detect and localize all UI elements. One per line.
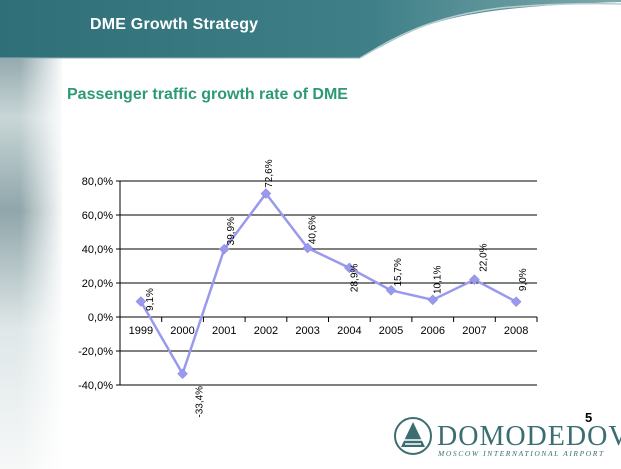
axes xyxy=(116,180,538,386)
data-label: 72,6% xyxy=(264,159,275,187)
x-tick-label: 2000 xyxy=(170,325,194,337)
data-labels: 9,1% -33,4% 39,9% 72,6% 40,6% 28,9% 15,7% 10,1%… xyxy=(145,159,529,417)
x-tick-label: 2003 xyxy=(295,325,319,337)
data-label: 28,9% xyxy=(349,264,360,292)
data-point xyxy=(260,188,272,199)
y-axis-ticks: 80,0% 60,0% 40,0% 20,0% 0,0% -20,0% -40,0% xyxy=(78,176,113,392)
x-axis-ticks: 1999 2000 2001 2002 2003 2004 2005 2006 2007 2008 xyxy=(129,325,529,337)
page-number: 5 xyxy=(585,410,593,425)
series-line xyxy=(139,191,517,377)
data-point xyxy=(510,296,522,308)
x-tick-label: 2001 xyxy=(212,325,236,337)
data-label: 39,9% xyxy=(226,217,237,245)
data-point xyxy=(427,294,439,306)
x-tick-label: 2007 xyxy=(462,325,486,337)
y-tick-label: 20,0% xyxy=(82,278,113,290)
data-point xyxy=(177,368,188,380)
data-label: 9,1% xyxy=(145,288,156,311)
x-tick-label: 1999 xyxy=(129,325,153,337)
y-tick-label: 40,0% xyxy=(82,244,113,256)
y-tick-label: 0,0% xyxy=(88,312,113,324)
domodedovo-logo-icon xyxy=(394,417,432,455)
x-tick-label: 2005 xyxy=(379,325,403,337)
y-tick-label: 60,0% xyxy=(82,210,113,222)
data-label: 22,0% xyxy=(478,243,489,271)
data-label: 40,6% xyxy=(308,216,319,244)
y-tick-label: -20,0% xyxy=(78,346,113,358)
data-point xyxy=(469,274,480,285)
logo-name: DOMODEDOVO xyxy=(437,421,621,452)
data-point xyxy=(343,262,355,274)
data-point xyxy=(302,242,314,254)
x-tick-label: 2004 xyxy=(337,325,361,337)
series-points xyxy=(135,188,522,380)
logo-tagline: MOSCOW INTERNATIONAL AIRPORT xyxy=(438,449,605,458)
header-title: DME Growth Strategy xyxy=(90,16,259,33)
data-label: 9,0% xyxy=(518,268,529,291)
data-label: 10,1% xyxy=(433,266,444,294)
data-label: -33,4% xyxy=(195,386,206,418)
x-tick-label: 2006 xyxy=(421,325,445,337)
data-point xyxy=(135,296,147,307)
data-label: 15,7% xyxy=(393,258,404,286)
y-tick-label: 80,0% xyxy=(82,176,113,188)
x-tick-label: 2008 xyxy=(504,325,528,337)
chart-subtitle: Passenger traffic growth rate of DME xyxy=(67,86,348,103)
x-tick-label: 2002 xyxy=(254,325,278,337)
data-point xyxy=(218,243,230,255)
data-point xyxy=(385,284,397,296)
series-line-path xyxy=(139,191,517,377)
y-tick-label: -40,0% xyxy=(78,380,113,392)
